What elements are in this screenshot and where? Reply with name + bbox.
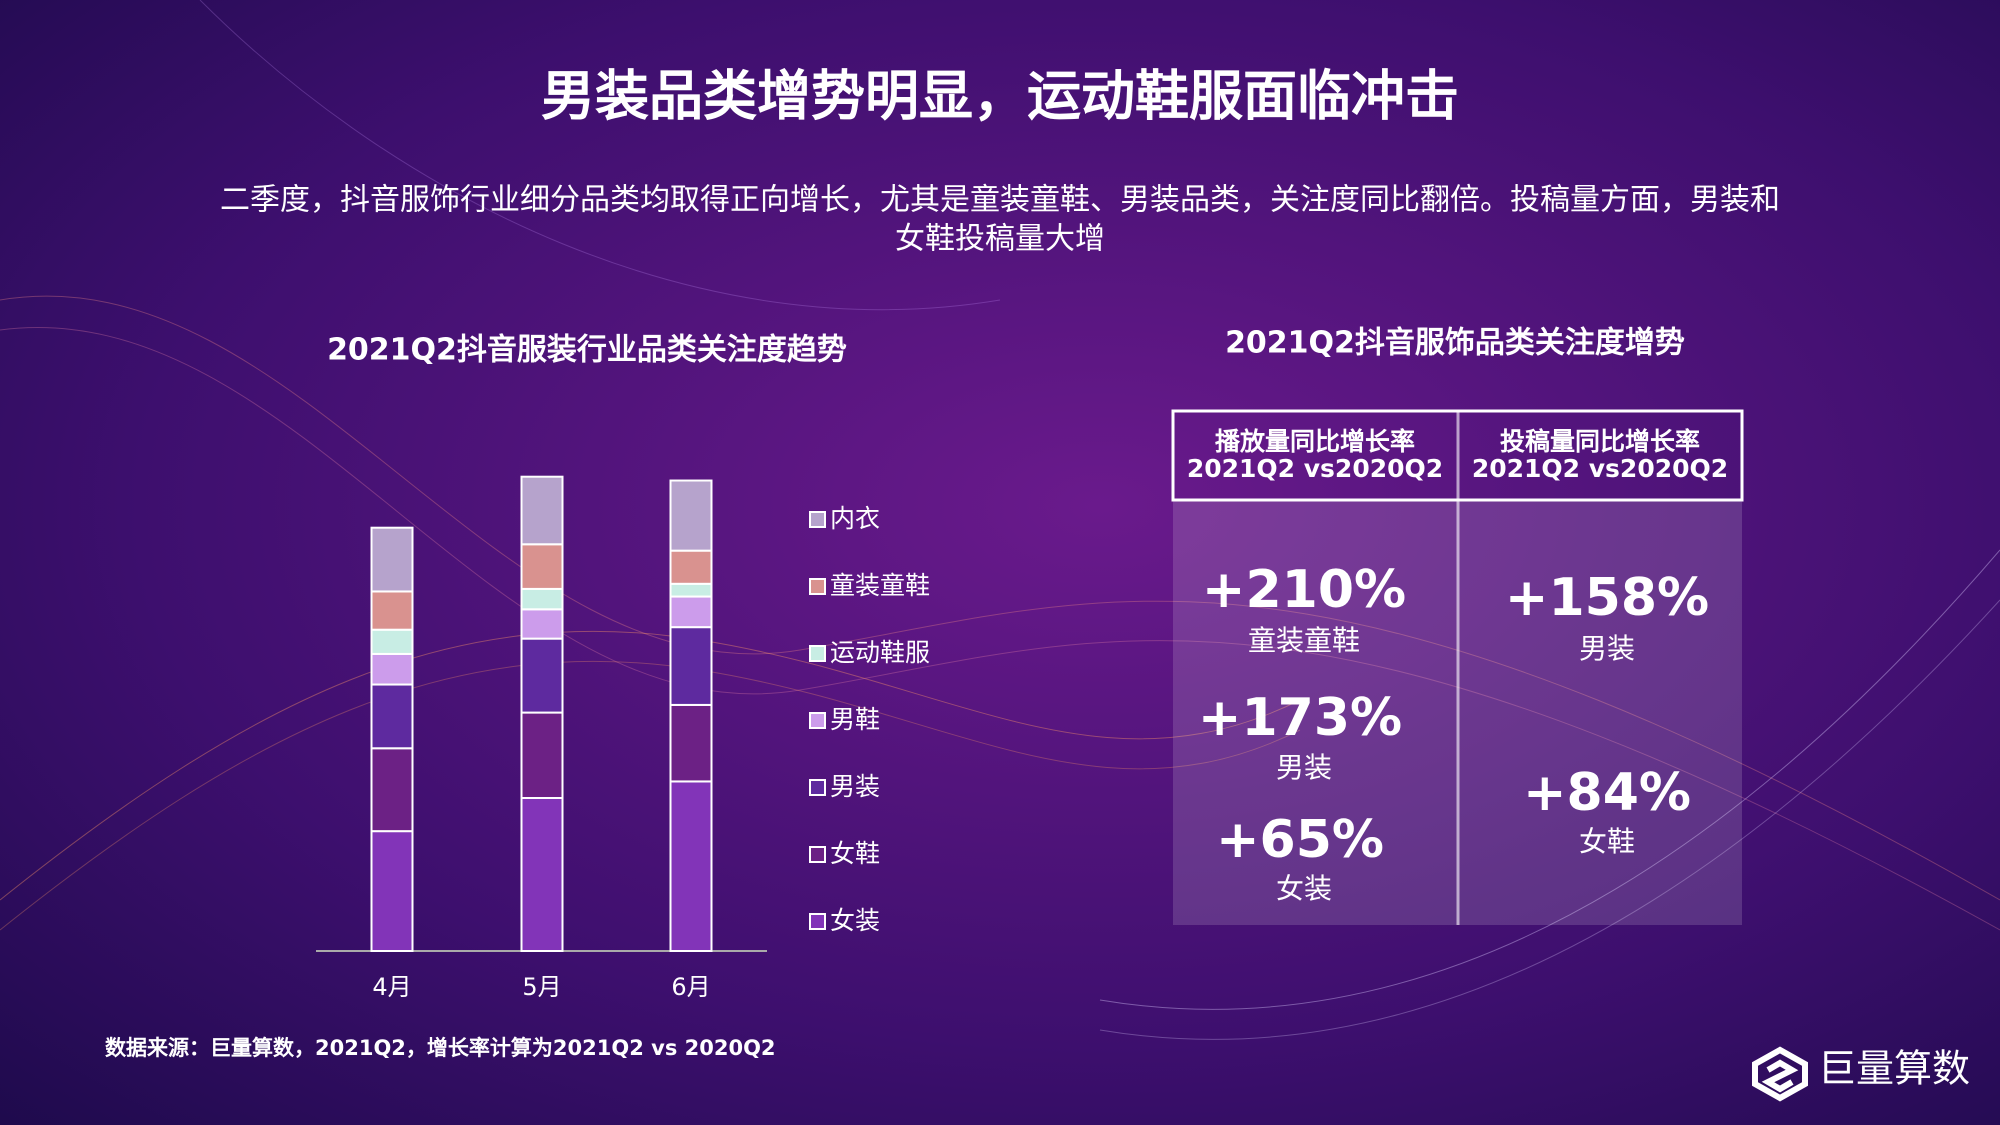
stat-value: +158% xyxy=(1505,568,1709,628)
legend-label: 女装 xyxy=(830,906,880,935)
bar-segment xyxy=(520,711,564,800)
stat-label: 男装 xyxy=(1276,751,1332,784)
bar-segment xyxy=(669,582,713,598)
source: 数据来源：巨量算数，2021Q2，增长率计算为2021Q2 vs 2020Q2 xyxy=(105,1036,776,1060)
legend-marker xyxy=(809,645,826,662)
table-header-text: 播放量同比增长率 xyxy=(1215,427,1415,456)
legend-marker xyxy=(809,846,826,863)
legend-label: 男鞋 xyxy=(830,705,880,734)
bar-segment xyxy=(520,543,564,590)
legend-label: 女鞋 xyxy=(830,839,880,868)
bar-segment xyxy=(370,683,414,750)
title: 男装品类增势明显，运动鞋服面临冲击 xyxy=(541,65,1459,128)
legend-marker xyxy=(809,779,826,796)
stat-label: 童装童鞋 xyxy=(1248,624,1360,657)
stat-label: 女鞋 xyxy=(1579,825,1635,858)
bar-segment xyxy=(520,587,564,611)
legend-label: 男装 xyxy=(830,772,880,801)
bar-segment xyxy=(669,626,713,706)
bar-segment xyxy=(370,652,414,686)
bar-segment xyxy=(370,628,414,655)
legend-label: 运动鞋服 xyxy=(830,638,930,667)
legend-marker xyxy=(809,511,826,528)
table-header-text: 2021Q2 vs2020Q2 xyxy=(1187,454,1443,483)
bar-segment xyxy=(520,608,564,640)
stat-value: +173% xyxy=(1198,688,1402,748)
table-header-text: 投稿量同比增长率 xyxy=(1500,427,1700,456)
bar-segment xyxy=(370,747,414,833)
table-header-text: 2021Q2 vs2020Q2 xyxy=(1472,454,1728,483)
legend-label: 童装童鞋 xyxy=(830,571,930,600)
bar-segment xyxy=(669,780,713,952)
logo-text: 巨量算数 xyxy=(1818,1047,1970,1091)
legend-marker xyxy=(809,578,826,595)
x-tick-label: 4月 xyxy=(372,973,411,1001)
logo-icon xyxy=(1752,1046,1808,1102)
subtitle: 女鞋投稿量大增 xyxy=(895,222,1105,257)
legend-label: 内衣 xyxy=(830,504,880,533)
stat-label: 女装 xyxy=(1276,872,1332,905)
legend-marker xyxy=(809,712,826,729)
stat-label: 男装 xyxy=(1579,632,1635,665)
bar-segment xyxy=(669,595,713,629)
legend-marker xyxy=(809,913,826,930)
bar-segment xyxy=(370,590,414,631)
x-tick-label: 6月 xyxy=(671,973,710,1001)
bar-segment xyxy=(520,797,564,952)
table-title: 2021Q2抖音服饰品类关注度增势 xyxy=(1225,326,1685,361)
bar-segment xyxy=(669,549,713,585)
bar-segment xyxy=(370,830,414,953)
stat-value: +84% xyxy=(1523,763,1691,823)
bar-segment xyxy=(669,479,713,552)
stat-value: +65% xyxy=(1216,810,1384,870)
stat-value: +210% xyxy=(1202,560,1406,620)
x-tick-label: 5月 xyxy=(522,973,561,1001)
chart-title: 2021Q2抖音服装行业品类关注度趋势 xyxy=(327,333,847,368)
bar-segment xyxy=(370,526,414,593)
bar-segment xyxy=(520,475,564,546)
bar-segment xyxy=(520,637,564,714)
bar-segment xyxy=(669,703,713,783)
subtitle: 二季度，抖音服饰行业细分品类均取得正向增长，尤其是童装童鞋、男装品类，关注度同比… xyxy=(220,183,1780,218)
